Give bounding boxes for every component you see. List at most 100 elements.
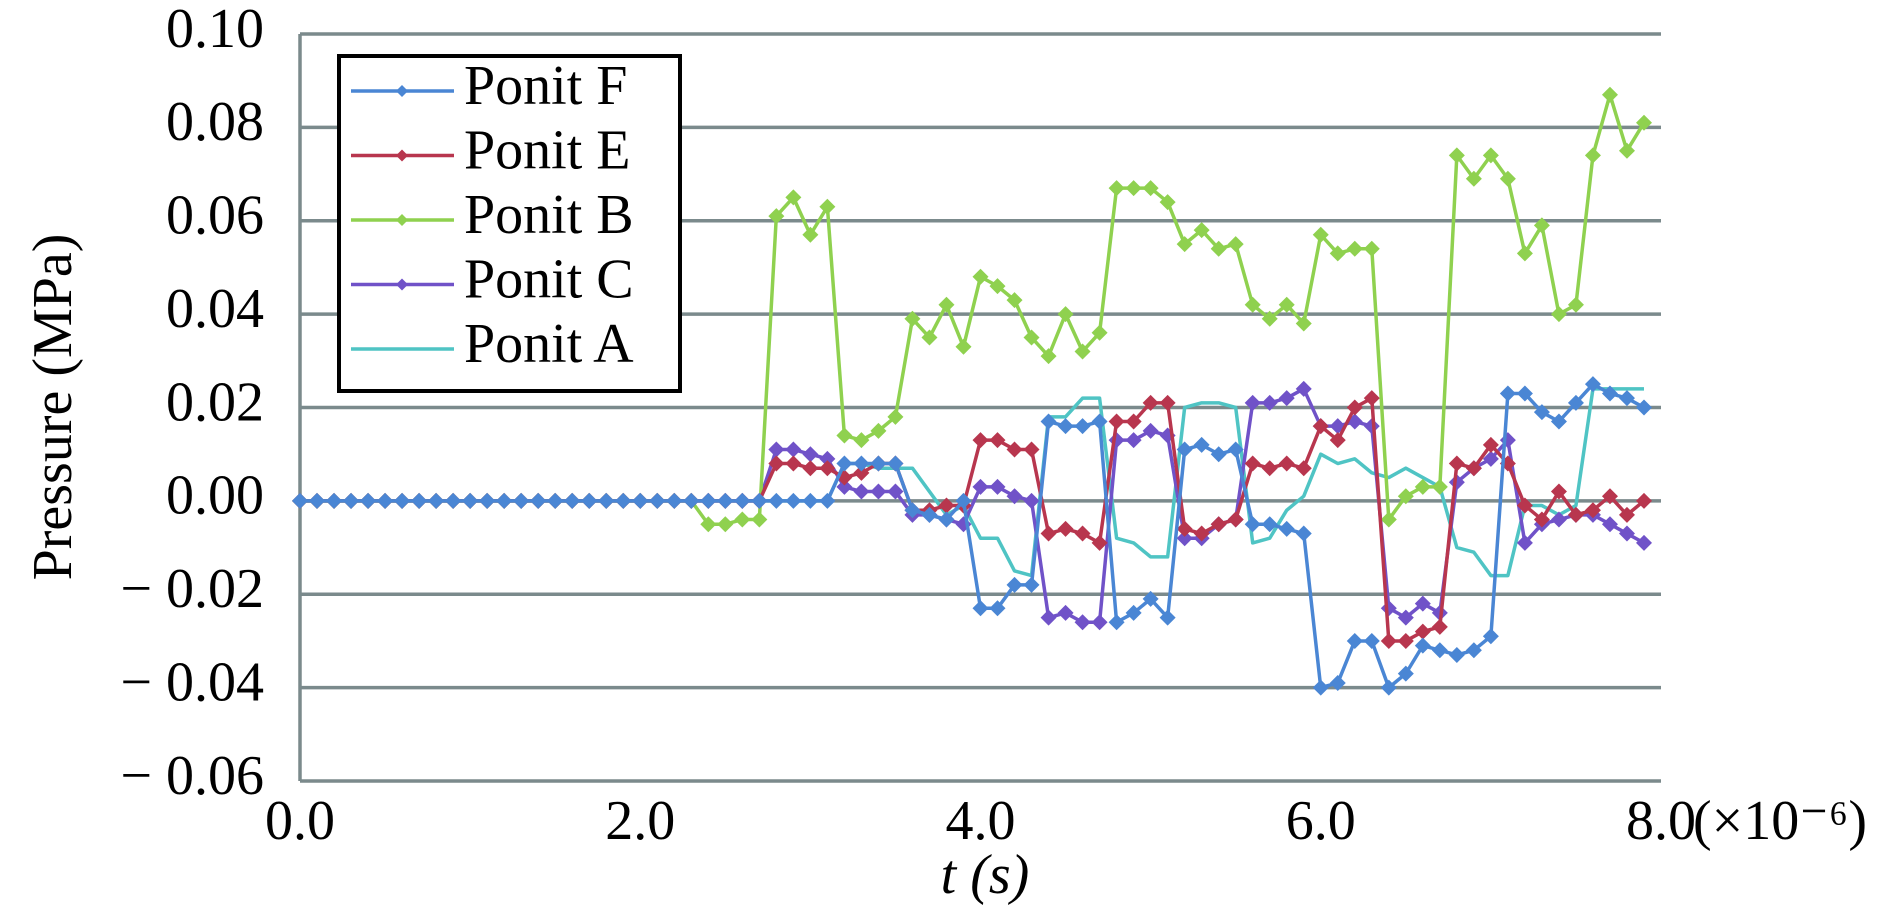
data-point — [666, 492, 683, 509]
data-point — [870, 422, 887, 439]
data-point — [1465, 460, 1482, 477]
data-point — [564, 492, 581, 509]
data-point — [598, 492, 615, 509]
data-point — [1006, 292, 1023, 309]
data-point — [581, 492, 598, 509]
data-point — [785, 189, 802, 206]
data-point — [1516, 497, 1533, 514]
data-point — [632, 492, 649, 509]
data-point — [292, 492, 308, 509]
data-point — [921, 506, 938, 523]
legend-box — [337, 54, 682, 393]
y-tick-label: − 0.06 — [120, 745, 264, 807]
data-point — [1142, 394, 1159, 411]
data-point — [1397, 632, 1414, 649]
data-point — [1482, 147, 1499, 164]
data-point — [955, 338, 972, 355]
data-point — [411, 492, 428, 509]
data-point — [1125, 604, 1142, 621]
data-point — [1499, 170, 1516, 187]
data-point — [1516, 534, 1533, 551]
data-point — [1550, 483, 1567, 500]
data-point — [1057, 306, 1074, 323]
data-point — [1618, 390, 1635, 407]
data-point — [802, 492, 819, 509]
data-point — [649, 492, 666, 509]
data-point — [1618, 525, 1635, 542]
data-point — [1074, 418, 1091, 435]
data-point — [1023, 441, 1040, 458]
data-point — [1040, 609, 1057, 626]
data-point — [1108, 413, 1125, 430]
x-tick-label: 6.0 — [1286, 790, 1356, 852]
data-point — [1567, 394, 1584, 411]
data-point — [1295, 315, 1312, 332]
data-point — [1635, 399, 1652, 416]
data-point — [1176, 236, 1193, 253]
data-point — [1261, 516, 1278, 533]
data-point — [479, 492, 496, 509]
data-point — [1278, 390, 1295, 407]
y-tick-label: 0.02 — [166, 371, 264, 433]
data-point — [1567, 296, 1584, 313]
data-point — [1482, 450, 1499, 467]
data-point — [462, 492, 479, 509]
data-point — [1516, 245, 1533, 262]
data-point — [1142, 422, 1159, 439]
data-point — [1057, 520, 1074, 537]
data-point — [1448, 646, 1465, 663]
data-point — [1210, 240, 1227, 257]
data-point — [1414, 595, 1431, 612]
data-point — [1584, 147, 1601, 164]
data-point — [1601, 488, 1618, 505]
data-point — [547, 492, 564, 509]
data-point — [1363, 418, 1380, 435]
data-point — [496, 492, 513, 509]
data-point — [1465, 170, 1482, 187]
data-point — [1244, 455, 1261, 472]
data-point — [1533, 404, 1550, 421]
data-point — [1533, 511, 1550, 528]
data-point — [1244, 296, 1261, 313]
data-point — [1108, 614, 1125, 631]
y-tick-label: 0.04 — [166, 278, 264, 340]
data-point — [1074, 343, 1091, 360]
data-point — [1006, 488, 1023, 505]
data-point — [887, 483, 904, 500]
data-point — [1108, 432, 1125, 449]
data-point — [1448, 147, 1465, 164]
data-point — [1176, 520, 1193, 537]
data-point — [1159, 609, 1176, 626]
data-point — [1584, 502, 1601, 519]
data-point — [1329, 245, 1346, 262]
data-point — [394, 492, 411, 509]
data-point — [1278, 296, 1295, 313]
data-point — [513, 492, 530, 509]
data-point — [802, 226, 819, 243]
data-point — [1227, 441, 1244, 458]
y-tick-label: − 0.04 — [120, 651, 264, 713]
data-point — [853, 464, 870, 481]
data-point — [1176, 441, 1193, 458]
data-point — [904, 310, 921, 327]
data-point — [887, 455, 904, 472]
data-point — [1040, 413, 1057, 430]
data-point — [955, 492, 972, 509]
x-axis-label: t (s) — [941, 844, 1030, 906]
data-point — [683, 492, 700, 509]
data-point — [1516, 385, 1533, 402]
y-tick-label: 0.06 — [166, 185, 264, 247]
data-point — [938, 511, 955, 528]
data-point — [785, 455, 802, 472]
data-point — [819, 460, 836, 477]
data-point — [1210, 516, 1227, 533]
data-point — [1363, 390, 1380, 407]
data-point — [1618, 506, 1635, 523]
data-point — [1091, 324, 1108, 341]
data-point — [1074, 614, 1091, 631]
data-point — [717, 516, 734, 533]
data-point — [853, 455, 870, 472]
data-point — [1261, 460, 1278, 477]
legend-marker — [396, 214, 408, 226]
